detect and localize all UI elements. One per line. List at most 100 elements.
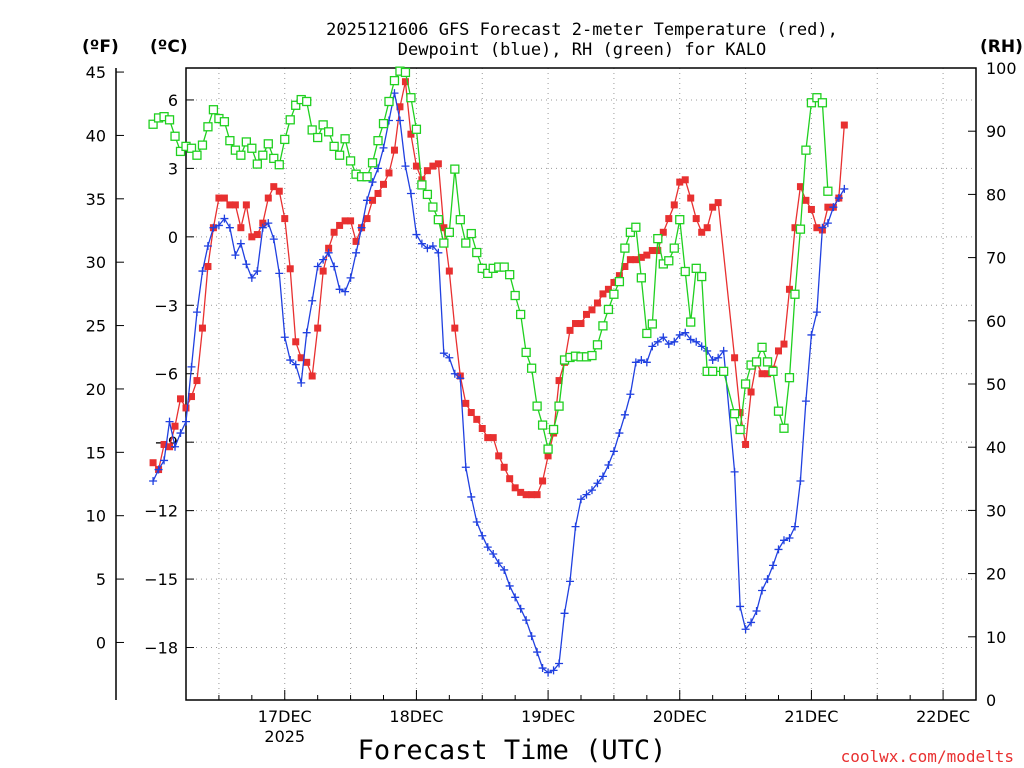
dewpoint-point (302, 328, 311, 337)
rh-point (450, 164, 460, 174)
rh-point (230, 145, 241, 155)
rh-point (664, 256, 674, 266)
temperature-point (330, 228, 338, 236)
dewpoint-point (253, 267, 262, 276)
temperature-point (467, 409, 475, 417)
dewpoint-point (834, 194, 843, 203)
rh-point (762, 357, 773, 367)
temperature-point (555, 377, 563, 385)
dewpoint-point (823, 219, 832, 228)
dewpoint-point (527, 632, 536, 641)
dewpoint-point (779, 536, 788, 545)
celsius-tick-label: −15 (144, 570, 178, 589)
rh-point (812, 93, 822, 103)
temperature-point (687, 194, 695, 202)
rh-point (461, 238, 471, 248)
rh-point (148, 119, 158, 129)
temperature-point (742, 440, 750, 448)
dewpoint-point (637, 356, 646, 365)
temperature-point (187, 393, 195, 401)
temperature-point (604, 285, 612, 293)
rh-point (186, 143, 197, 153)
rh-point (603, 304, 614, 315)
rh-point (554, 401, 564, 411)
temperature-point (681, 176, 689, 184)
time-tick-label: 17DEC (258, 707, 312, 726)
dewpoint-point (406, 189, 415, 198)
dewpoint-point (812, 308, 821, 317)
rh-point (708, 366, 718, 377)
rh-point (466, 228, 476, 239)
dewpoint-point (478, 531, 487, 540)
temperature-point (588, 306, 596, 314)
rh-point (340, 134, 350, 144)
dewpoint-point (604, 460, 613, 469)
dewpoint-point (198, 267, 207, 276)
temperature-point (275, 187, 283, 195)
rh-point (614, 276, 625, 287)
time-tick-label: 22DEC (916, 707, 970, 726)
unit-label-fahrenheit: (ºF) (82, 37, 119, 57)
rh-point (433, 215, 444, 225)
rh-point (175, 146, 186, 157)
dewpoint-point (154, 465, 163, 474)
rh-point (543, 444, 553, 454)
temperature-point (380, 180, 387, 188)
rh-point (680, 266, 690, 277)
rh-tick-label: 80 (986, 185, 1006, 204)
temperature-point (785, 285, 793, 293)
temperature-point (264, 194, 272, 202)
temperature-point (385, 169, 393, 177)
time-tick-label: 18DEC (389, 707, 443, 726)
temperature-point (648, 247, 656, 255)
x-axis-label: Forecast Time (UTC) (358, 735, 667, 766)
dewpoint-point (209, 223, 218, 232)
rh-point (318, 120, 328, 130)
credit-text: coolwx.com/modelts (841, 747, 1014, 766)
dewpoint-point (758, 586, 767, 595)
temperature-point (637, 253, 645, 261)
temperature-point (281, 215, 289, 223)
temperature-point (374, 189, 382, 197)
temperature-point (314, 324, 322, 332)
celsius-axis: 630−3−6−9−12−15−18 (144, 91, 194, 658)
dewpoint-point (500, 565, 509, 574)
rh-point (521, 347, 531, 358)
dewpoint-point (319, 255, 328, 264)
temperature-point (747, 388, 755, 396)
dewpoint-point (456, 374, 465, 383)
dewpoint-point (686, 335, 695, 344)
temperature-point (703, 224, 711, 232)
rh-point (740, 379, 751, 389)
grid-lines (186, 68, 976, 700)
temperature-point (231, 201, 239, 209)
rh-tick-label: 70 (986, 249, 1006, 268)
temperature-point (566, 326, 574, 334)
temperature-point (401, 78, 409, 86)
rh-point (313, 132, 323, 143)
dewpoint-point (330, 262, 339, 271)
dewpoint-point (801, 397, 810, 406)
dewpoint-point (659, 333, 668, 342)
dewpoint-point (631, 358, 640, 367)
rh-point (768, 366, 778, 377)
rh-point (263, 139, 273, 149)
dewpoint-point (258, 223, 267, 232)
plot-area-frame (185, 67, 977, 701)
chart-title-line1: 2025121606 GFS Forecast 2-meter Temperat… (326, 20, 838, 40)
temperature-point (149, 459, 157, 467)
dewpoint-point (752, 607, 761, 616)
dewpoint-point (538, 664, 547, 673)
rh-point (636, 273, 646, 283)
dewpoint-point (417, 239, 426, 248)
dewpoint-point (192, 308, 201, 317)
temperature-point (500, 463, 508, 471)
celsius-tick-label: −18 (144, 639, 178, 658)
temperature-point (369, 196, 377, 204)
rh-point (620, 243, 630, 253)
rh-point (631, 222, 641, 232)
temperature-point (582, 310, 590, 318)
temperature-point (692, 215, 700, 223)
rh-point (428, 202, 438, 212)
